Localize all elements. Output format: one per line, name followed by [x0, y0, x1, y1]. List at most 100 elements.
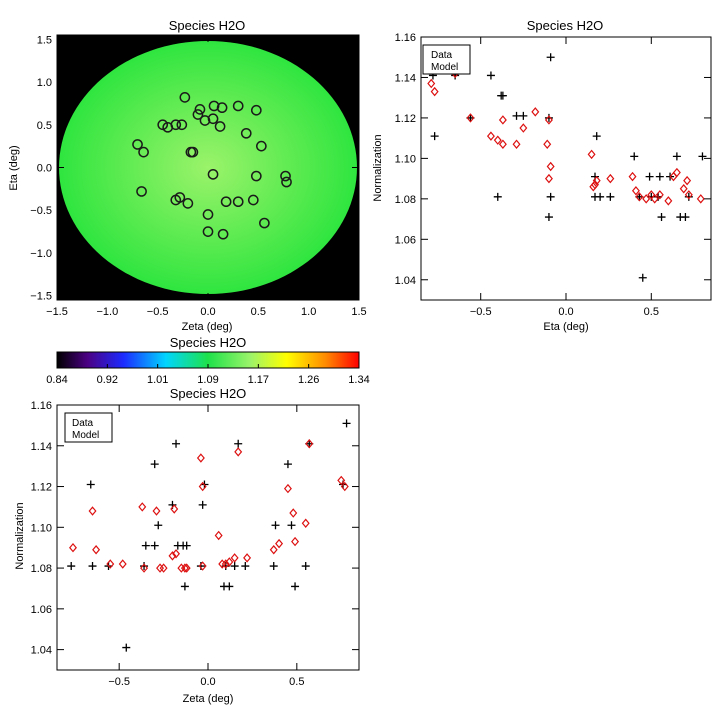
y-tick-label: 1.12 — [31, 482, 52, 494]
model-point — [498, 139, 507, 149]
model-point — [301, 518, 310, 528]
model-point — [486, 131, 495, 141]
source-marker — [250, 170, 262, 182]
model-point — [606, 173, 615, 184]
x-axis-label: Zeta (deg) — [183, 693, 234, 705]
model-point — [168, 551, 177, 561]
legend: Data Model — [422, 44, 471, 75]
model-point — [283, 483, 292, 494]
model-point — [427, 78, 436, 89]
model-point — [430, 86, 439, 97]
model-point — [291, 536, 300, 547]
data-point — [196, 562, 205, 571]
data-point — [301, 562, 310, 571]
model-point — [243, 553, 252, 563]
y-tick-label: 1.10 — [395, 153, 416, 165]
model-point — [180, 563, 189, 573]
model-point — [230, 553, 239, 563]
model-point — [544, 115, 553, 125]
y-tick-label: 1.5 — [37, 34, 52, 46]
source-marker — [132, 139, 143, 150]
source-marker — [232, 196, 244, 208]
y-tick-label: 1.04 — [31, 645, 52, 657]
source-marker — [208, 100, 220, 112]
model-point — [152, 506, 161, 516]
colorbar-tick-label: 1.17 — [248, 374, 269, 386]
colorbar-tick-label: 0.92 — [97, 374, 118, 386]
data-point — [225, 582, 234, 591]
source-marker — [256, 140, 267, 152]
source-marker — [179, 92, 191, 103]
colorbar-tick-label: 1.09 — [197, 374, 218, 386]
colorbar-tick-label: 1.26 — [298, 374, 319, 386]
model-point — [589, 181, 598, 192]
data-point — [271, 521, 280, 530]
y-tick-label: 1.08 — [395, 194, 416, 206]
y-tick-label: 1.04 — [395, 275, 416, 287]
data-point — [519, 111, 528, 120]
model-point — [225, 557, 234, 567]
source-marker — [214, 121, 226, 132]
model-point — [628, 171, 637, 182]
model-point — [106, 559, 115, 569]
data-point — [283, 460, 292, 469]
y-tick-label: 1.14 — [395, 72, 416, 84]
model-point — [546, 161, 555, 172]
source-marker — [174, 192, 186, 203]
x-tick-label: −1.5 — [46, 306, 68, 318]
source-marker — [207, 113, 219, 125]
data-point — [269, 562, 278, 571]
legend-box — [422, 44, 471, 75]
map-plot-area: −1.5 −1.0 −0.5 0.0 0.5 1.0 1.5 −1.5 −1.0 −0.5 0.0 0… — [30, 34, 366, 318]
data-point — [512, 111, 521, 120]
source-marker — [157, 119, 169, 131]
model-point — [198, 481, 207, 492]
data-point — [672, 152, 681, 161]
model-point — [512, 139, 521, 149]
zeta-plot-area: −0.5 0.0 0.5 1.04 1.06 1.08 1.10 1.12 1.14 1.16 — [31, 400, 360, 688]
data-point — [230, 562, 239, 571]
source-marker — [202, 226, 214, 237]
y-tick-label: 1.0 — [37, 77, 52, 89]
source-marker — [281, 176, 292, 188]
source-marker — [182, 198, 194, 209]
data-point — [657, 213, 666, 222]
model-point — [631, 186, 640, 196]
y-tick-label: −1.5 — [30, 291, 52, 303]
source-marker — [138, 146, 149, 158]
model-point — [493, 135, 502, 145]
data-point — [67, 562, 76, 571]
source-marker — [247, 194, 259, 206]
data-point — [88, 562, 97, 571]
data-point — [198, 500, 207, 509]
fov-disc — [59, 40, 357, 295]
x-tick-label: 0.5 — [251, 306, 266, 318]
model-point — [196, 453, 205, 463]
model-point — [138, 502, 147, 512]
data-point — [486, 71, 495, 80]
x-tick-label: 1.5 — [351, 306, 366, 318]
source-marker — [170, 119, 182, 131]
source-marker — [176, 119, 188, 131]
x-axis-label: Eta (deg) — [543, 321, 588, 333]
y-tick-label: 1.14 — [31, 441, 52, 453]
model-point — [118, 559, 127, 569]
model-point — [587, 149, 596, 160]
data-point — [342, 419, 351, 428]
x-tick-label: −0.5 — [470, 306, 492, 318]
source-marker — [280, 170, 291, 182]
source-marker — [240, 127, 252, 139]
source-marker — [192, 109, 204, 120]
data-point — [172, 439, 181, 448]
model-point — [214, 530, 223, 541]
x-tick-label: −0.5 — [108, 676, 130, 688]
model-point — [592, 175, 601, 186]
data-point — [182, 541, 191, 550]
data-point — [630, 152, 639, 161]
model-point — [650, 194, 659, 204]
model-point — [655, 190, 664, 200]
model-point — [305, 438, 314, 449]
data-point — [698, 152, 707, 161]
chart-title: Species H2O — [169, 18, 246, 33]
chart-title: Species H2O — [527, 18, 604, 33]
